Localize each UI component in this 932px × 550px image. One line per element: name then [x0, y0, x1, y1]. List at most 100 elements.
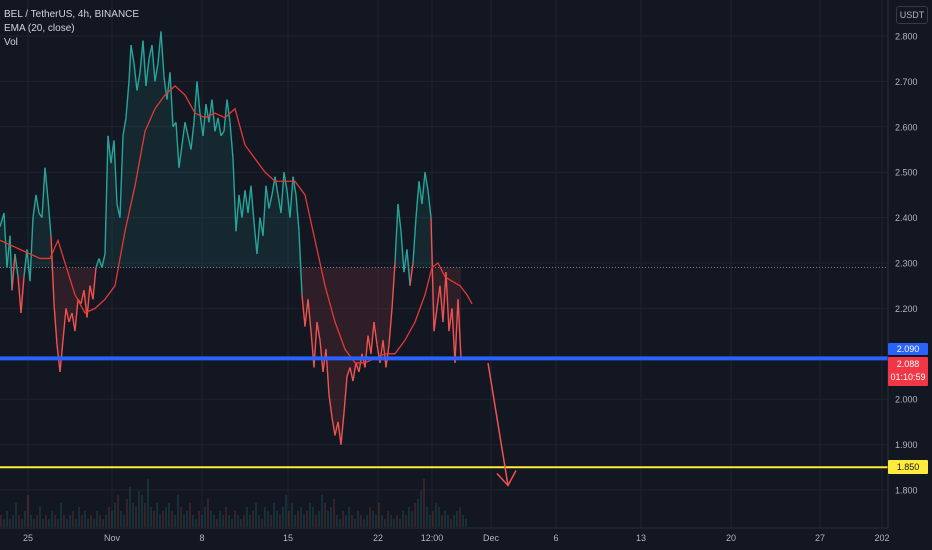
price-segment	[295, 194, 300, 232]
volume-bar	[33, 519, 35, 527]
volume-bar	[168, 503, 170, 527]
price-segment	[226, 99, 231, 123]
price-segment	[400, 231, 405, 273]
volume-bar	[102, 519, 104, 527]
price-segment	[430, 217, 435, 332]
price-segment	[181, 122, 186, 146]
volume-bar	[144, 503, 146, 527]
bear-area-fill	[0, 267, 461, 445]
price-segment	[262, 185, 267, 236]
volume-bar	[195, 519, 197, 527]
price-segment	[101, 253, 106, 268]
volume-bar	[69, 515, 71, 527]
y-tick-label: 2.600	[895, 122, 918, 132]
volume-bar	[135, 507, 137, 527]
currency-label[interactable]: USDT	[896, 6, 928, 24]
volume-bar	[201, 515, 203, 527]
bull-area-fill	[0, 31, 461, 268]
volume-bar	[438, 507, 440, 527]
price-segment	[322, 349, 327, 373]
price-segment	[74, 299, 79, 332]
volume-indicator-label[interactable]: Vol	[4, 37, 18, 48]
price-segment	[14, 253, 19, 277]
price-segment	[397, 203, 402, 232]
y-tick-label: 1.800	[895, 486, 918, 496]
price-segment	[439, 285, 444, 323]
symbol-title[interactable]: BEL / TetherUS, 4h, BINANCE	[4, 9, 140, 20]
price-axis-ticks: 2.800 2.700 2.600 2.500 2.400 2.300 2.200 2.000…	[895, 32, 918, 496]
price-segment	[334, 421, 339, 436]
volume-bar	[117, 495, 119, 527]
ema-line	[0, 85, 473, 364]
volume-bar	[60, 503, 62, 527]
volume-bar	[342, 511, 344, 527]
price-segment	[62, 308, 67, 341]
price-segment	[190, 122, 195, 150]
volume-bar	[153, 511, 155, 527]
volume-bar	[129, 487, 131, 527]
ema-indicator-label[interactable]: EMA (20, close)	[4, 23, 75, 34]
x-tick-label: 12:00	[421, 533, 444, 543]
volume-bar	[270, 515, 272, 527]
volume-bars	[0, 479, 467, 527]
volume-bar	[189, 503, 191, 527]
price-segment	[274, 176, 279, 196]
price-segment	[199, 113, 204, 136]
price-segment	[289, 176, 294, 218]
volume-bar	[372, 511, 374, 527]
price-segment	[367, 335, 372, 354]
volume-bar	[405, 515, 407, 527]
price-segment	[154, 63, 159, 82]
price-segment	[196, 81, 201, 114]
volume-bar	[330, 507, 332, 527]
volume-bar	[453, 515, 455, 527]
volume-bar	[63, 515, 65, 527]
price-segment	[292, 176, 297, 196]
price-segment	[92, 267, 97, 300]
x-tick-label: 22	[373, 533, 383, 543]
volume-bar	[99, 515, 101, 527]
volume-bar	[114, 503, 116, 527]
price-segment	[361, 353, 366, 368]
price-segment	[32, 194, 37, 218]
volume-bar	[171, 511, 173, 527]
price-segment	[220, 130, 225, 137]
volume-bar	[180, 507, 182, 527]
volume-bar	[429, 515, 431, 527]
price-segment	[44, 167, 49, 200]
volume-bar	[96, 511, 98, 527]
volume-bar	[306, 511, 308, 527]
price-segment	[217, 117, 222, 136]
volume-bar	[336, 515, 338, 527]
price-segment	[113, 140, 118, 205]
volume-bar	[36, 515, 38, 527]
price-segment	[59, 340, 64, 373]
volume-bar	[426, 507, 428, 527]
price-segment	[250, 185, 255, 223]
price-segment	[187, 135, 192, 150]
price-segment	[406, 249, 411, 286]
price-segment	[346, 367, 351, 377]
volume-bar	[186, 511, 188, 527]
volume-bar	[294, 515, 296, 527]
y-tick-label: 2.200	[895, 304, 918, 314]
price-segment	[157, 31, 162, 64]
price-segment	[151, 45, 156, 82]
price-segment	[125, 81, 130, 118]
volume-bar	[435, 503, 437, 527]
x-tick-label: 202	[874, 533, 889, 543]
projection-arrow[interactable]	[487, 362, 517, 487]
volume-bar	[234, 511, 236, 527]
volume-bar	[291, 503, 293, 527]
volume-bar	[339, 519, 341, 527]
volume-bar	[258, 515, 260, 527]
price-segment	[319, 340, 324, 373]
price-segment	[265, 185, 270, 209]
volume-bar	[363, 519, 365, 527]
price-segment	[343, 376, 348, 413]
price-segment	[355, 362, 360, 373]
volume-bar	[420, 491, 422, 527]
volume-bar	[93, 519, 95, 527]
volume-bar	[81, 515, 83, 527]
